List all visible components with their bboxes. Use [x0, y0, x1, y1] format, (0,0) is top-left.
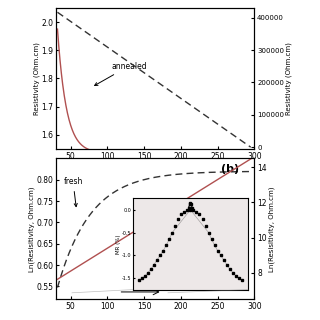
Y-axis label: MR (%): MR (%)	[116, 234, 121, 254]
Text: annealed: annealed	[95, 61, 147, 85]
Text: (b): (b)	[220, 164, 239, 174]
Y-axis label: Ln(Resisitivity, Ohm.cm): Ln(Resisitivity, Ohm.cm)	[268, 186, 275, 272]
Y-axis label: Resistivity (Ohm.cm): Resistivity (Ohm.cm)	[285, 42, 292, 115]
Text: fresh: fresh	[63, 177, 83, 207]
Y-axis label: Ln(Resisitivity, Ohm.cm): Ln(Resisitivity, Ohm.cm)	[28, 186, 35, 272]
X-axis label: T (K): T (K)	[145, 166, 166, 175]
Y-axis label: Resistivity (Ohm.cm): Resistivity (Ohm.cm)	[33, 42, 40, 115]
